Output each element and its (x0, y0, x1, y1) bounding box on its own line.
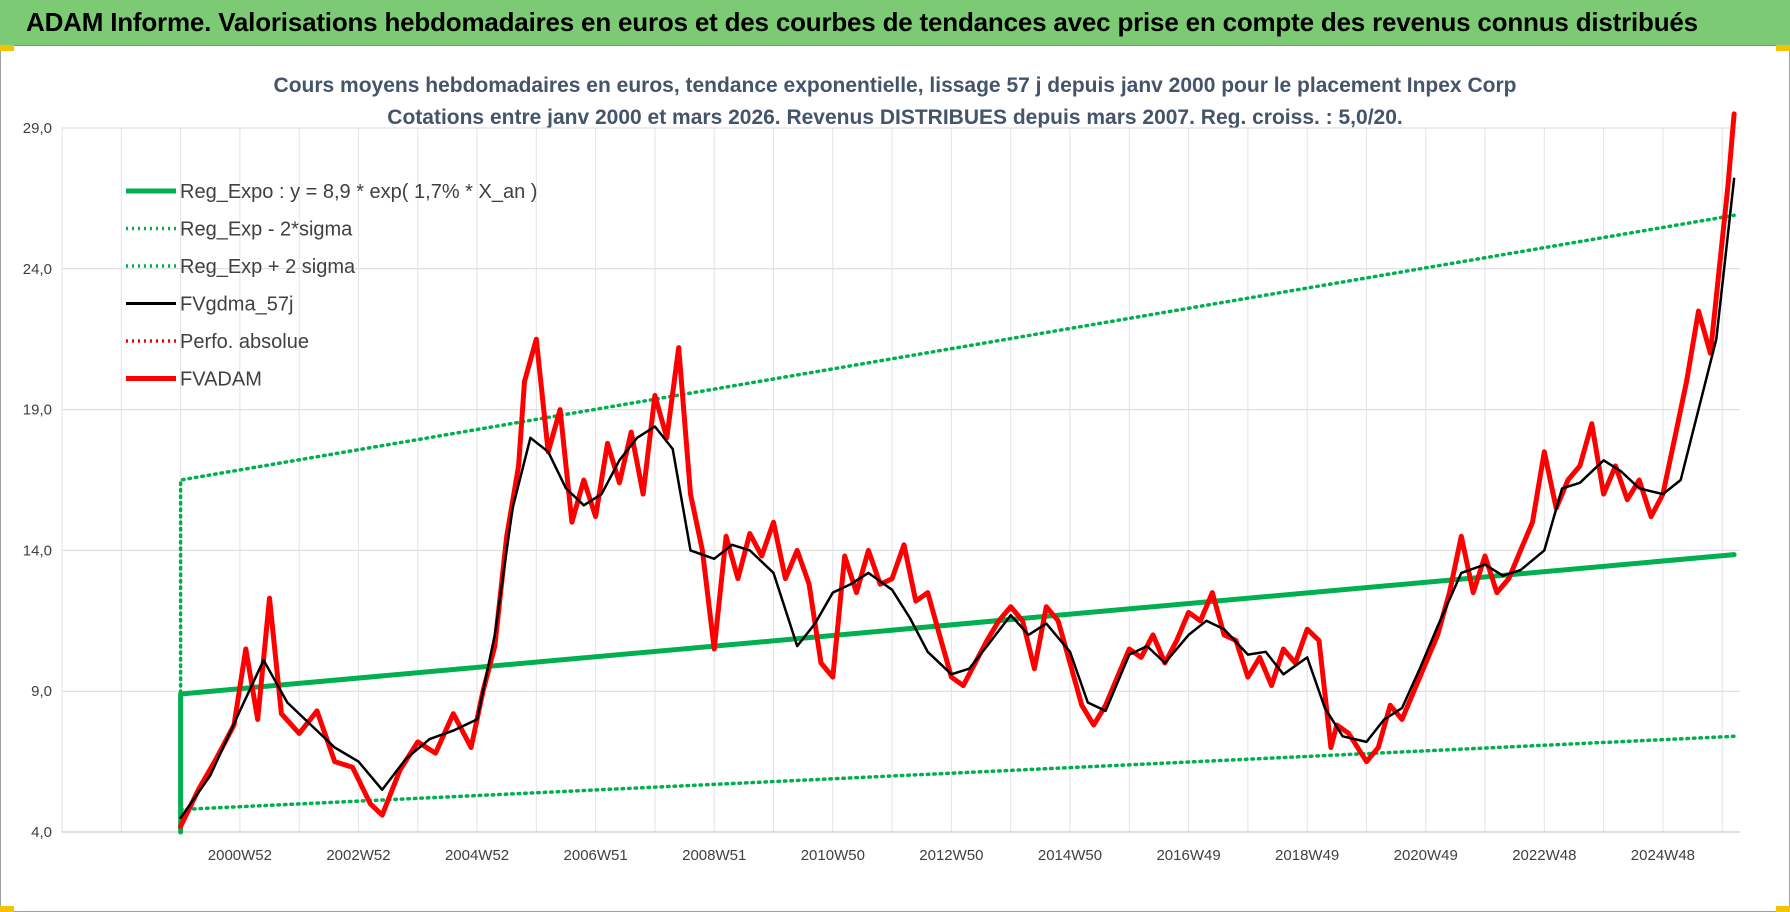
legend-fvadam-label: FVADAM (180, 369, 262, 391)
x-tick-label: 2016W49 (1156, 847, 1220, 864)
x-tick-label: 2006W51 (564, 847, 628, 864)
y-tick-label: 4,0 (31, 824, 52, 841)
x-tick-label: 2008W51 (682, 847, 746, 864)
x-tick-label: 2022W48 (1512, 847, 1576, 864)
chart-title: Cours moyens hebdomadaires en euros, ten… (274, 74, 1517, 97)
fvgdma-line (179, 177, 1736, 820)
y-tick-label: 19,0 (23, 402, 52, 419)
x-tick-label: 2004W52 (445, 847, 509, 864)
legend-reg-minus-label: Reg_Exp - 2*sigma (180, 219, 353, 241)
corner-marker (1776, 45, 1790, 51)
y-tick-label: 29,0 (23, 120, 52, 137)
x-tick-label: 2010W50 (801, 847, 865, 864)
corner-marker (1776, 906, 1790, 912)
y-tick-label: 14,0 (23, 542, 52, 559)
y-axis: 4,0 9,0 14,0 19,0 24,0 29,0 (23, 120, 52, 841)
legend-reg-expo-label: Reg_Expo : y = 8,9 * exp( 1,7% * X_an ) (180, 181, 537, 203)
fvadam-line (178, 111, 1737, 829)
legend-reg-plus-label: Reg_Exp + 2 sigma (180, 256, 356, 278)
x-tick-label: 2002W52 (326, 847, 390, 864)
corner-marker (0, 906, 14, 912)
series-group (178, 111, 1737, 835)
banner: ADAM Informe. Valorisations hebdomadaire… (0, 0, 1790, 46)
legend-fvgdma-label: FVgdma_57j (180, 294, 293, 316)
x-axis: 2000W52 2002W52 2004W52 2006W51 2008W51 2010W… (208, 847, 1695, 864)
x-tick-label: 2012W50 (919, 847, 983, 864)
reg-expo-line (178, 552, 1737, 835)
corner-marker (0, 45, 14, 51)
x-tick-label: 2000W52 (208, 847, 272, 864)
x-tick-label: 2014W50 (1038, 847, 1102, 864)
banner-title: ADAM Informe. Valorisations hebdomadaire… (26, 7, 1698, 37)
chart-subtitle: Cotations entre janv 2000 et mars 2026. … (387, 106, 1402, 129)
y-tick-label: 9,0 (31, 683, 52, 700)
x-tick-label: 2024W48 (1631, 847, 1695, 864)
x-tick-label: 2020W49 (1394, 847, 1458, 864)
legend-perfo-label: Perfo. absolue (180, 331, 309, 353)
y-tick-label: 24,0 (23, 261, 52, 278)
legend: Reg_Expo : y = 8,9 * exp( 1,7% * X_an ) R… (126, 181, 537, 391)
reg-plus-2sigma-line (178, 213, 1736, 812)
reg-minus-2sigma-line (178, 734, 1736, 812)
x-tick-label: 2018W49 (1275, 847, 1339, 864)
